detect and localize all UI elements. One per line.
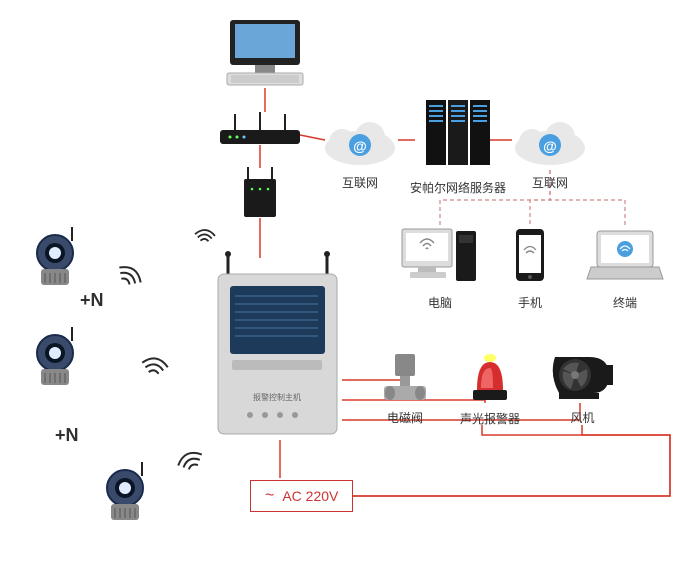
gas-sensor-3 [98,460,153,525]
client-computer: 电脑 [400,225,480,311]
svg-text:报警控制主机: 报警控制主机 [253,392,301,402]
alarm-icon [465,348,515,406]
fan-icon [545,345,620,405]
solenoid-valve: 电磁阀 [380,350,430,426]
sensor-icon [28,325,83,390]
desktop-pc-top [225,18,305,88]
wifi-waves-1 [105,250,155,305]
phone-icon [510,225,550,290]
router-icon [215,110,305,150]
server-label: 安帕尔网络服务器 [410,179,506,196]
modem-icon [240,165,280,220]
laptop-icon [585,225,665,290]
sensor-icon [28,225,83,290]
sound-light-alarm: 声光报警器 [460,348,520,427]
client-phone: 手机 [510,225,550,311]
sensor-icon [98,460,153,525]
cloud-icon: @ [510,120,590,170]
plus-n-label-2: +N [55,425,79,446]
solenoid-label: 电磁阀 [387,409,423,426]
phone-label: 手机 [518,294,542,311]
wifi-waves-3 [165,435,215,490]
wifi-waves-4 [185,215,225,260]
plus-n-label-1: +N [80,290,104,311]
valve-icon [380,350,430,405]
server-rack-icon [418,95,498,175]
alarm-label: 声光报警器 [460,410,520,427]
svg-text:@: @ [353,138,367,154]
ac-label: AC 220V [282,488,338,504]
monitor-icon [225,18,305,88]
network-server: 安帕尔网络服务器 [410,95,506,196]
modem-device [240,165,280,220]
internet-label-right: 互联网 [532,174,568,191]
alarm-controller-host: 报警控制主机 [210,250,345,440]
exhaust-fan: 风机 [545,345,620,426]
gas-sensor-1 [28,225,83,290]
controller-icon: 报警控制主机 [210,250,345,440]
desktop-icon [400,225,480,290]
wifi-waves-2 [130,340,180,395]
computer-label: 电脑 [428,294,452,311]
internet-cloud-left: @ 互联网 [320,120,400,191]
cloud-icon: @ [320,120,400,170]
internet-cloud-right: @ 互联网 [510,120,590,191]
ac-power-box: AC 220V [250,480,353,512]
internet-label: 互联网 [342,174,378,191]
gas-sensor-2 [28,325,83,390]
client-terminal: 终端 [585,225,665,311]
terminal-label: 终端 [613,294,637,311]
svg-text:@: @ [543,138,557,154]
router-device [215,110,305,150]
fan-label: 风机 [570,409,594,426]
